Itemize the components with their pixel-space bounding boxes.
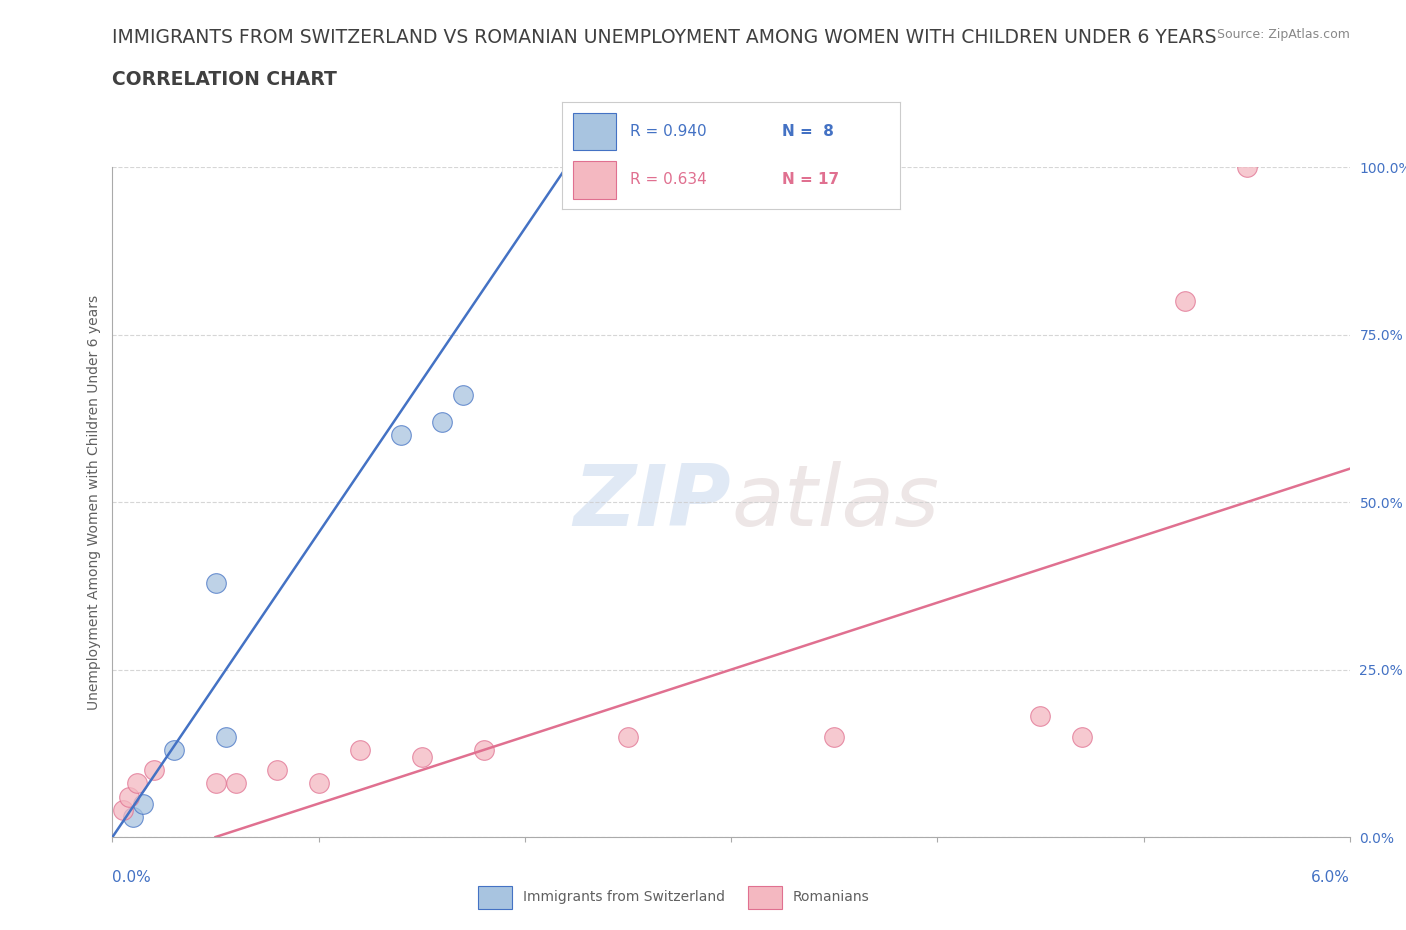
Point — [132, 796, 155, 811]
Point — [215, 729, 238, 744]
Text: Romanians: Romanians — [793, 890, 870, 905]
Text: CORRELATION CHART: CORRELATION CHART — [112, 70, 337, 88]
Point — [617, 729, 640, 744]
Point — [1070, 729, 1092, 744]
Text: atlas: atlas — [731, 460, 939, 544]
Point — [823, 729, 845, 744]
Text: N = 17: N = 17 — [782, 172, 839, 187]
Point — [411, 750, 433, 764]
Text: 6.0%: 6.0% — [1310, 870, 1350, 884]
Bar — [572, 161, 616, 199]
Point — [1029, 709, 1052, 724]
Text: R = 0.634: R = 0.634 — [630, 172, 707, 187]
Point — [266, 763, 288, 777]
Point — [204, 776, 226, 790]
Text: Source: ZipAtlas.com: Source: ZipAtlas.com — [1216, 28, 1350, 41]
Point — [451, 388, 474, 403]
Point — [163, 742, 186, 757]
Text: R = 0.940: R = 0.940 — [630, 125, 706, 140]
Text: Immigrants from Switzerland: Immigrants from Switzerland — [523, 890, 725, 905]
Bar — [478, 885, 512, 910]
Point — [111, 803, 134, 817]
Text: IMMIGRANTS FROM SWITZERLAND VS ROMANIAN UNEMPLOYMENT AMONG WOMEN WITH CHILDREN U: IMMIGRANTS FROM SWITZERLAND VS ROMANIAN … — [112, 28, 1218, 46]
Text: ZIP: ZIP — [574, 460, 731, 544]
Point — [225, 776, 247, 790]
Y-axis label: Unemployment Among Women with Children Under 6 years: Unemployment Among Women with Children U… — [87, 295, 101, 710]
Point — [472, 742, 495, 757]
Point — [432, 415, 454, 430]
Point — [1236, 160, 1258, 175]
Text: 0.0%: 0.0% — [112, 870, 152, 884]
Point — [204, 575, 226, 590]
Point — [142, 763, 165, 777]
Point — [389, 428, 412, 443]
Point — [122, 809, 145, 824]
Bar — [748, 885, 782, 910]
Point — [118, 790, 141, 804]
Point — [349, 742, 371, 757]
Text: N =  8: N = 8 — [782, 125, 834, 140]
Point — [127, 776, 149, 790]
Point — [308, 776, 330, 790]
Point — [1174, 294, 1197, 309]
Bar — [572, 113, 616, 151]
